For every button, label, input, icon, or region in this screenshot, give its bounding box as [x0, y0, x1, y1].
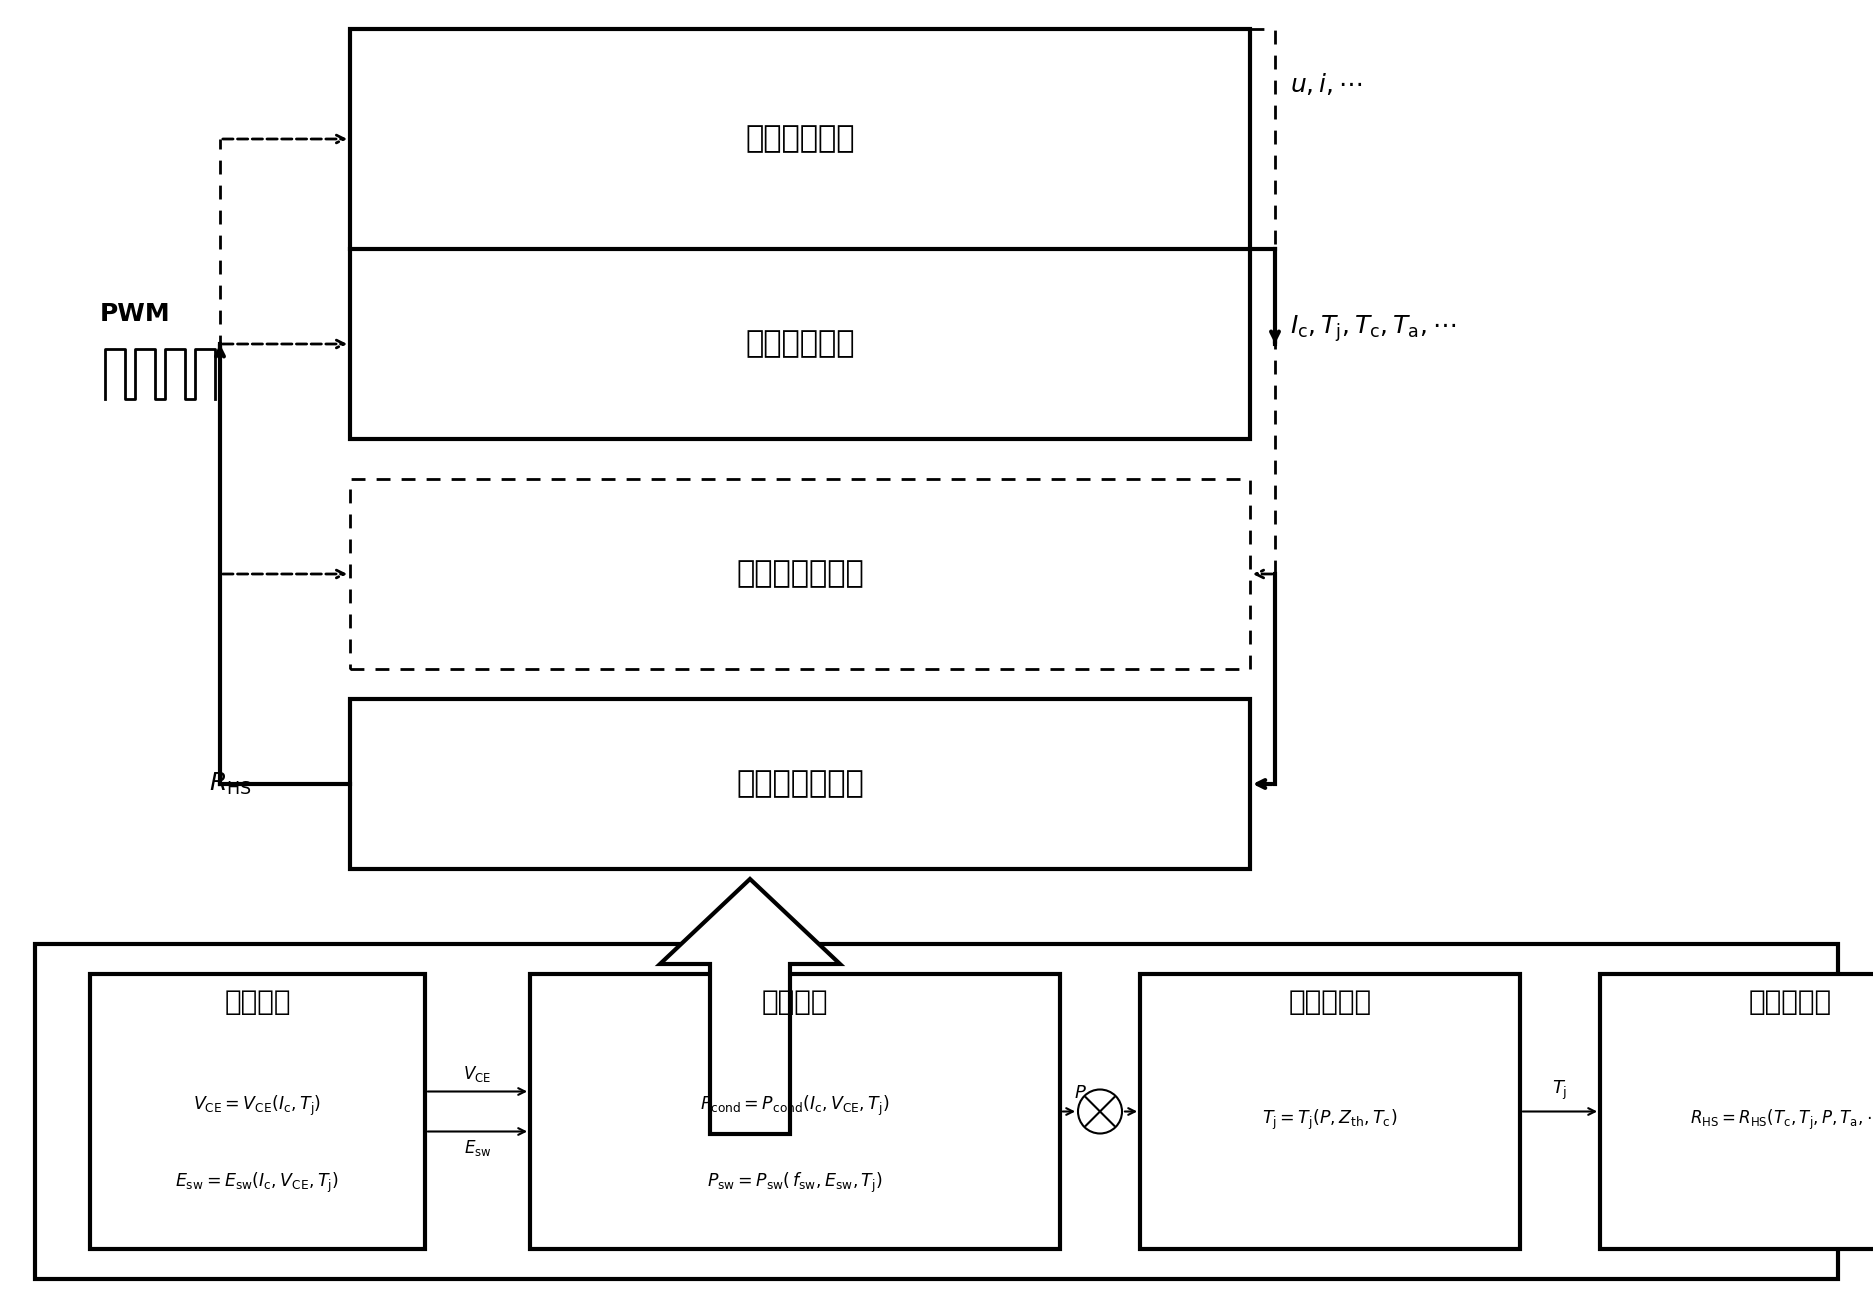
Text: 损耗模型: 损耗模型 — [762, 989, 828, 1016]
Text: 主电路控制环节: 主电路控制环节 — [736, 560, 863, 588]
Text: $u,i,\cdots$: $u,i,\cdots$ — [1290, 71, 1362, 97]
Bar — [36, 944, 1837, 1280]
Bar — [350, 699, 1249, 869]
Text: $T_{\mathrm{j}}=T_{\mathrm{j}}(P,Z_{\mathrm{th}},T_{\mathrm{c}})$: $T_{\mathrm{j}}=T_{\mathrm{j}}(P,Z_{\mat… — [1262, 1108, 1397, 1131]
Text: $E_{\mathrm{sw}}$: $E_{\mathrm{sw}}$ — [465, 1138, 491, 1159]
Text: 器件模型: 器件模型 — [225, 989, 290, 1016]
Text: $R_{\mathrm{HS}}=R_{\mathrm{HS}}(T_{\mathrm{c}},T_{\mathrm{j}},P,T_{\mathrm{a}},: $R_{\mathrm{HS}}=R_{\mathrm{HS}}(T_{\mat… — [1689, 1108, 1873, 1131]
Text: $V_{\mathrm{CE}}$: $V_{\mathrm{CE}}$ — [463, 1064, 491, 1085]
Text: 热管理算法: 热管理算法 — [1748, 989, 1832, 1016]
Text: 变流器主电路: 变流器主电路 — [745, 125, 854, 153]
Text: $T_{\mathrm{j}}$: $T_{\mathrm{j}}$ — [1553, 1078, 1568, 1102]
Text: $R_{\mathrm{HS}}$: $R_{\mathrm{HS}}$ — [208, 770, 251, 798]
Text: 热网络模型: 热网络模型 — [1289, 989, 1371, 1016]
Bar — [90, 974, 425, 1250]
Text: $P_{\mathrm{sw}}=P_{\mathrm{sw}}(\,f_{\mathrm{sw}},E_{\mathrm{sw}},T_{\mathrm{j}: $P_{\mathrm{sw}}=P_{\mathrm{sw}}(\,f_{\m… — [708, 1170, 882, 1195]
Bar — [1600, 974, 1873, 1250]
Text: $V_{\mathrm{CE}}=V_{\mathrm{CE}}(I_{\mathrm{c}},T_{\mathrm{j}})$: $V_{\mathrm{CE}}=V_{\mathrm{CE}}(I_{\mat… — [193, 1094, 322, 1118]
Bar — [1141, 974, 1521, 1250]
Bar — [530, 974, 1060, 1250]
Text: 外部散热装置: 外部散热装置 — [745, 330, 854, 359]
Text: 外部热管理控制: 外部热管理控制 — [736, 769, 863, 799]
Text: $P$: $P$ — [1073, 1083, 1086, 1102]
Bar — [350, 479, 1249, 669]
Text: $P_{\mathrm{cond}}=P_{\mathrm{cond}}(I_{\mathrm{c}},V_{\mathrm{CE}},T_{\mathrm{j: $P_{\mathrm{cond}}=P_{\mathrm{cond}}(I_{… — [701, 1094, 890, 1118]
Polygon shape — [659, 879, 839, 1134]
Text: PWM: PWM — [99, 301, 170, 326]
Circle shape — [1079, 1090, 1122, 1134]
Bar — [350, 29, 1249, 439]
Text: $I_{\mathrm{c}},T_{\mathrm{j}},T_{\mathrm{c}},T_{\mathrm{a}},\cdots$: $I_{\mathrm{c}},T_{\mathrm{j}},T_{\mathr… — [1290, 313, 1455, 344]
Text: $E_{\mathrm{sw}}=E_{\mathrm{sw}}(I_{\mathrm{c}},V_{\mathrm{CE}},T_{\mathrm{j}})$: $E_{\mathrm{sw}}=E_{\mathrm{sw}}(I_{\mat… — [176, 1170, 339, 1195]
